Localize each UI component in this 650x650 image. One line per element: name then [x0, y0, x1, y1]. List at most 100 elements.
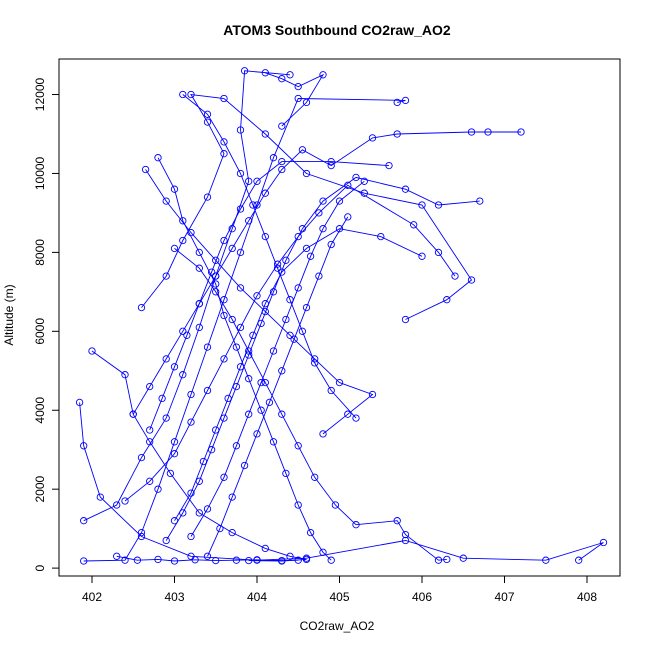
data-point [191, 556, 199, 564]
series-line [145, 169, 374, 435]
data-point [203, 386, 212, 395]
data-point [203, 505, 212, 513]
x-axis-label: CO2raw_AO2 [300, 619, 375, 633]
series-1 [80, 94, 410, 565]
data-point [282, 315, 290, 324]
series-line [174, 248, 447, 561]
data-point [401, 536, 410, 545]
plot-frame [58, 58, 621, 577]
data-point [278, 268, 286, 276]
data-point [294, 501, 302, 509]
data-point [187, 390, 195, 399]
y-tick-label: 4000 [33, 397, 47, 424]
series-line [149, 161, 390, 431]
data-point [179, 90, 187, 99]
data-point [352, 414, 360, 422]
data-point [467, 276, 476, 284]
data-point [96, 493, 104, 501]
data-point [249, 331, 257, 339]
data-point [158, 394, 166, 403]
data-point [170, 363, 179, 371]
data-point [352, 173, 360, 182]
data-point [121, 556, 129, 564]
data-point [434, 248, 443, 257]
data-point [261, 378, 269, 387]
data-point [166, 469, 175, 478]
data-point [195, 264, 203, 272]
data-point [286, 296, 294, 304]
data-point [253, 556, 261, 564]
data-point [257, 406, 265, 414]
data-point [141, 165, 150, 174]
data-point [146, 426, 154, 434]
data-point [306, 252, 315, 260]
chart-title: ATOM3 Southbound CO2raw_AO2 [223, 22, 451, 38]
data-point [170, 185, 179, 193]
data-point [187, 532, 195, 541]
data-point [203, 343, 212, 351]
data-point [278, 157, 286, 166]
data-point [599, 538, 608, 547]
data-point [228, 493, 236, 501]
series-line [182, 94, 357, 419]
data-point [261, 130, 269, 138]
y-tick-label: 12000 [33, 78, 47, 112]
data-point [220, 473, 228, 481]
x-tick-label: 405 [329, 590, 349, 604]
data-point [220, 355, 228, 363]
data-point [434, 556, 443, 564]
data-point [240, 67, 249, 75]
data-point [170, 450, 179, 458]
data-point [335, 225, 344, 233]
data-point [269, 154, 278, 162]
series-16 [187, 177, 368, 541]
y-axis-label: Altitude (m) [2, 284, 16, 345]
data-point [162, 414, 170, 422]
data-point [195, 300, 203, 308]
y-tick-label: 2000 [33, 476, 47, 503]
data-point [273, 264, 282, 272]
data-point [294, 94, 302, 103]
data-point [298, 146, 307, 154]
data-point [261, 232, 269, 241]
data-point [278, 165, 286, 174]
data-point [418, 252, 426, 260]
data-point [162, 355, 170, 363]
data-point [327, 157, 335, 166]
data-point [286, 71, 294, 79]
data-point [294, 442, 302, 450]
data-point [302, 303, 311, 312]
data-point [327, 161, 335, 170]
data-point [170, 438, 179, 446]
data-point [179, 371, 187, 379]
series-line [132, 131, 521, 415]
data-point [253, 292, 261, 300]
data-point [232, 556, 241, 564]
series-line [91, 350, 307, 562]
series-8 [170, 244, 451, 564]
data-point [203, 552, 212, 560]
x-tick-label: 407 [494, 590, 514, 604]
data-point [137, 453, 146, 462]
data-point [212, 280, 220, 288]
data-point [286, 331, 294, 339]
data-point [327, 556, 335, 564]
data-point [269, 438, 278, 446]
data-point [315, 272, 323, 280]
data-point [385, 161, 393, 170]
data-point [344, 410, 352, 418]
data-point [154, 154, 162, 162]
data-point [236, 169, 245, 178]
data-point [294, 284, 302, 292]
series-line [124, 184, 456, 502]
data-point [170, 244, 179, 253]
data-point [80, 517, 88, 525]
data-point [137, 528, 146, 537]
data-point [311, 359, 319, 367]
series-4 [88, 347, 311, 565]
data-point [220, 94, 228, 103]
data-point [113, 552, 121, 560]
data-point [286, 552, 294, 560]
y-tick-label: 6000 [33, 318, 47, 345]
